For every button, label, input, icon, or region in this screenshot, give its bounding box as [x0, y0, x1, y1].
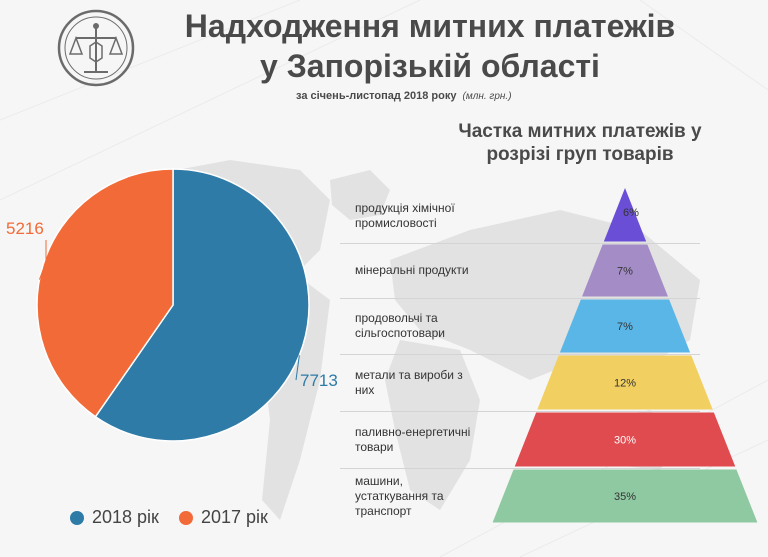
pyramid-row-separator — [340, 298, 700, 299]
pyramid-layer-6 — [492, 469, 758, 523]
pyramid-category-label-2: мінеральні продукти — [355, 263, 515, 278]
pyramid-value-4: 12% — [614, 378, 636, 390]
pie-chart: 7713 5216 — [0, 150, 340, 470]
pie-slice-2018 — [94, 168, 310, 442]
pyramid-row-separator — [340, 468, 700, 469]
pyramid-title-line-2: розрізі груп товарів — [486, 144, 674, 165]
legend-item-2017: 2017 рік — [178, 507, 268, 528]
title-line-1: Надходження митних платежів — [184, 8, 676, 44]
pyramid-category-label-line: транспорт — [355, 503, 412, 518]
pyramid-category-label-line: промисловості — [355, 215, 437, 230]
pyramid-category-label-line: продовольчі та — [355, 311, 438, 325]
pie-legend: 2018 рік 2017 рік — [70, 507, 268, 528]
legend-swatch-2017 — [178, 510, 193, 525]
pyramid-layer-2 — [582, 244, 668, 297]
customs-emblem-icon — [57, 9, 135, 87]
pyramid-value-6: 35% — [614, 491, 636, 503]
pyramid-category-label-3: продовольчі та сільгоспотовари — [355, 311, 515, 341]
pyramid-value-2: 7% — [617, 266, 633, 278]
pyramid-value-5: 30% — [614, 435, 636, 447]
pyramid-layer-3 — [559, 299, 691, 353]
pie-value-label-2017: 5216 — [6, 219, 44, 238]
pyramid-category-label-line: мінеральні продукти — [355, 263, 469, 277]
pyramid-category-label-1: продукція хімічної промисловості — [355, 201, 515, 231]
pyramid-layer-1 — [603, 188, 647, 242]
pyramid-category-label-line: устаткування та — [355, 488, 444, 503]
pyramid-row-separator — [340, 354, 700, 355]
pyramid-row-separator — [340, 411, 700, 412]
pyramid-category-label-line: паливно-енергетичні — [355, 424, 471, 439]
pyramid-value-3: 7% — [617, 321, 633, 333]
pyramid-category-label-line: машини, — [355, 473, 403, 488]
pyramid-chart: 6% 7% 7% 12% 30% 35% — [492, 188, 758, 523]
pyramid-category-label-line: товари — [355, 439, 394, 454]
pyramid-category-label-line: продукція хімічної — [355, 200, 455, 215]
pie-value-label-2018: 7713 — [300, 371, 338, 390]
subtitle-text: за січень-листопад 2018 року — [296, 90, 457, 102]
page-subtitle: за січень-листопад 2018 року (млн. грн.) — [296, 90, 512, 102]
pie-leader-2017 — [38, 240, 47, 280]
title-line-2: у Запорізькій області — [260, 48, 600, 84]
pyramid-category-label-line: них — [355, 382, 375, 397]
pie-leader-2018 — [295, 355, 300, 381]
pyramid-layer-5 — [514, 412, 736, 467]
legend-item-2018: 2018 рік — [70, 507, 159, 528]
pie-chart-svg: 7713 5216 — [6, 168, 338, 442]
pyramid-category-label-5: паливно-енергетичні товари — [355, 425, 515, 455]
subtitle-unit-note: (млн. грн.) — [462, 91, 512, 102]
pyramid-layer-4 — [537, 355, 713, 410]
legend-label-2017: 2017 рік — [200, 507, 268, 527]
pyramid-category-label-line: сільгоспотовари — [355, 326, 445, 340]
pyramid-row-separator — [340, 243, 700, 244]
pyramid-category-label-6: машини, устаткування та транспорт — [355, 474, 515, 519]
legend-label-2018: 2018 рік — [92, 507, 159, 527]
pyramid-title: Частка митних платежів у розрізі груп то… — [420, 120, 740, 166]
pie-slice-2017 — [36, 168, 174, 418]
pyramid-category-label-4: метали та вироби з них — [355, 368, 515, 398]
pyramid-category-label-line: метали та вироби з — [355, 367, 463, 382]
page-title: Надходження митних платежів у Запорізькі… — [150, 6, 710, 86]
pyramid-title-line-1: Частка митних платежів у — [458, 121, 702, 142]
legend-swatch-2018 — [70, 510, 84, 525]
pyramid-value-1: 6% — [623, 207, 639, 219]
